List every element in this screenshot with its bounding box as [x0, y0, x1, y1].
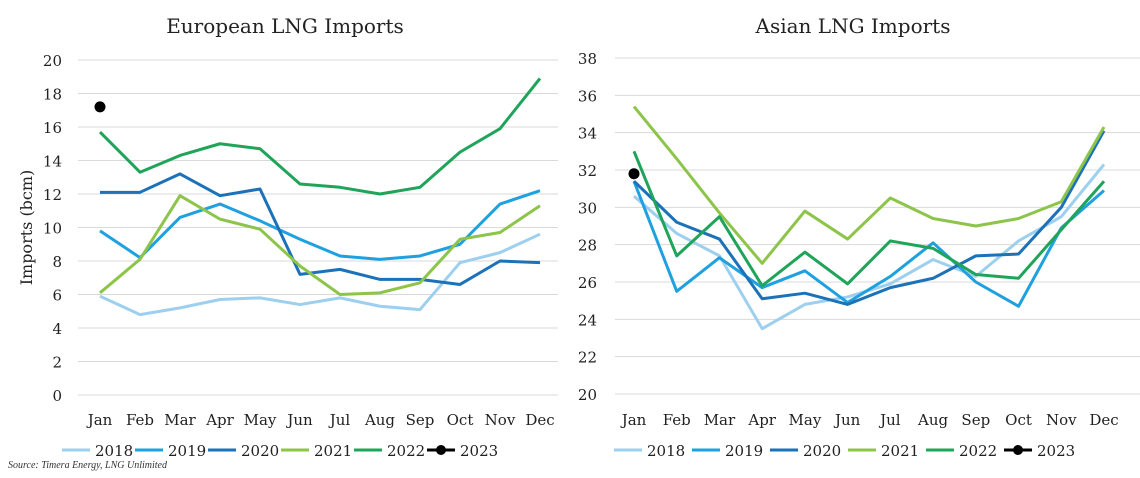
legend-item-2022: 2022 — [354, 442, 425, 460]
chart-panel-europe: European LNG Imports 0 2 4 6 8 10 12 14 16 18 20 Jan… — [17, 14, 558, 460]
series-line-2022 — [98, 77, 542, 196]
series-line-2021 — [99, 194, 541, 296]
series-line-2019 — [632, 180, 1105, 308]
legend-item-2018: 2018 — [62, 442, 133, 460]
x-tick-label: Jun — [833, 411, 861, 429]
x-tick-label: Jun — [285, 411, 313, 429]
legend-item-2023: 2023 — [427, 442, 498, 460]
data-point-2023 — [94, 101, 106, 113]
legend-item-2019: 2019 — [135, 442, 206, 460]
series-line-2022 — [632, 150, 1106, 288]
legend-label: 2023 — [1037, 442, 1075, 460]
legend-item-2020: 2020 — [208, 442, 279, 460]
x-tick-label: Jul — [328, 411, 351, 429]
series-line-2020 — [632, 130, 1106, 306]
chart-title: European LNG Imports — [166, 14, 404, 38]
y-tick-label: 20 — [43, 52, 62, 70]
y-tick-label: 16 — [43, 119, 62, 137]
y-tick-label: 20 — [578, 386, 597, 404]
x-tick-label: Sep — [406, 411, 435, 429]
y-tick-label: 0 — [52, 387, 62, 405]
legend-item-2021: 2021 — [281, 442, 352, 460]
y-tick-label: 22 — [578, 349, 597, 367]
legend-item-2019: 2019 — [692, 442, 763, 460]
y-tick-label: 14 — [43, 153, 62, 171]
series-line-2019 — [99, 189, 541, 261]
y-tick-label: 8 — [52, 253, 62, 271]
x-tick-label: Oct — [447, 411, 474, 429]
chart-title: Asian LNG Imports — [755, 14, 951, 38]
y-tick-label: 2 — [52, 354, 62, 372]
series-line-2021 — [632, 105, 1106, 265]
y-tick-label: 26 — [578, 274, 597, 292]
y-tick-label: 12 — [43, 186, 62, 204]
y-tick-label: 18 — [43, 86, 62, 104]
legend-label: 2021 — [314, 442, 352, 460]
x-tick-label: Dec — [1089, 411, 1118, 429]
legend-label: 2019 — [168, 442, 206, 460]
y-tick-label: 4 — [52, 320, 62, 338]
legend-label: 2020 — [241, 442, 279, 460]
x-tick-label: May — [789, 411, 822, 429]
x-tick-label: Dec — [525, 411, 554, 429]
x-tick-label: Mar — [164, 411, 196, 429]
data-point-2023 — [628, 168, 640, 180]
x-tick-label: Oct — [1005, 411, 1032, 429]
x-tick-label: Mar — [704, 411, 736, 429]
x-tick-label: May — [244, 411, 277, 429]
series-line-2020 — [100, 172, 541, 286]
legend-item-2020: 2020 — [770, 442, 841, 460]
x-tick-label: Sep — [961, 411, 990, 429]
y-tick-label: 6 — [52, 287, 62, 305]
x-tick-label: Aug — [364, 411, 395, 429]
y-tick-label: 38 — [578, 50, 597, 68]
legend-marker — [436, 445, 446, 455]
legend-label: 2023 — [460, 442, 498, 460]
x-tick-label: Jul — [878, 411, 901, 429]
legend-item-2021: 2021 — [848, 442, 919, 460]
series-line-2018 — [99, 232, 541, 317]
legend-item-2018: 2018 — [614, 442, 685, 460]
x-tick-label: Feb — [126, 411, 154, 429]
y-tick-label: 10 — [43, 220, 62, 238]
y-tick-label: 34 — [578, 125, 597, 143]
chart-panel-asia: Asian LNG Imports20222426283032343638Jan… — [578, 14, 1140, 460]
y-tick-label: 32 — [578, 162, 597, 180]
x-tick-label: Aug — [917, 411, 948, 429]
x-tick-label: Apr — [205, 411, 234, 429]
legend-label: 2019 — [725, 442, 763, 460]
y-tick-label: 30 — [578, 199, 597, 217]
x-tick-label: Feb — [663, 411, 691, 429]
legend-label: 2020 — [803, 442, 841, 460]
legend-label: 2021 — [881, 442, 919, 460]
legend-label: 2022 — [387, 442, 425, 460]
legend-item-2022: 2022 — [926, 442, 997, 460]
legend-item-2023: 2023 — [1004, 442, 1075, 460]
legend-marker — [1013, 445, 1023, 455]
y-tick-label: 36 — [578, 87, 597, 105]
legend-label: 2018 — [647, 442, 685, 460]
legend-label: 2022 — [959, 442, 997, 460]
x-tick-label: Jan — [620, 411, 647, 429]
x-tick-label: Nov — [1046, 411, 1077, 429]
source-note: Source: Timera Energy, LNG Unlimited — [8, 460, 167, 471]
y-tick-label: 24 — [578, 311, 597, 329]
x-tick-label: Nov — [485, 411, 516, 429]
legend-label: 2018 — [95, 442, 133, 460]
x-tick-label: Jan — [86, 411, 113, 429]
x-tick-label: Apr — [747, 411, 776, 429]
y-tick-label: 28 — [578, 237, 597, 255]
series-line-2018 — [633, 163, 1106, 331]
y-axis-label: Imports (bcm) — [17, 170, 36, 286]
